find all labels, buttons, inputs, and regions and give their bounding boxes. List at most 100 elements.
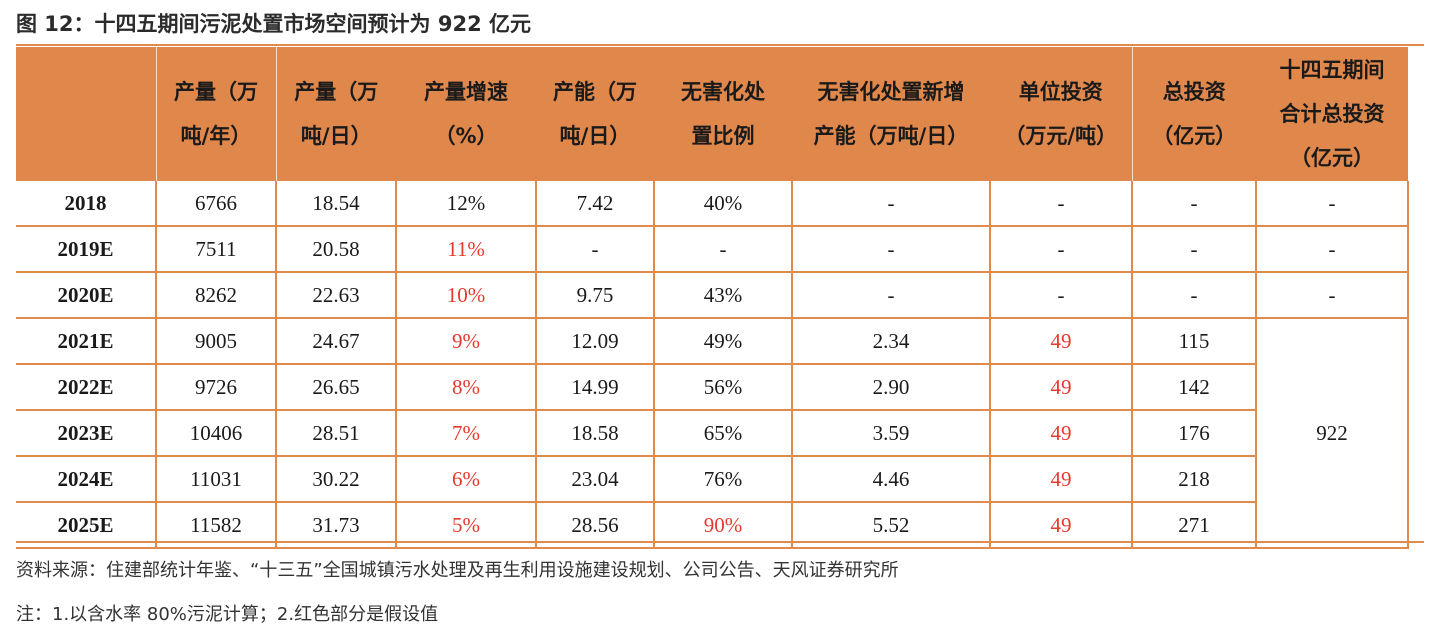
cell-period-total: - (1256, 272, 1409, 319)
cell-output-annual: 11031 (156, 456, 277, 503)
year-cell: 2018 (16, 181, 157, 227)
header-output-daily-l1: 产量（万 (294, 80, 379, 104)
year-cell: 2023E (16, 410, 157, 457)
cell-unit-investment: 49 (990, 318, 1133, 365)
cell-harmless-ratio: 49% (654, 318, 793, 365)
cell-capacity: 23.04 (536, 456, 655, 503)
top-divider (16, 44, 1424, 46)
cell-output-annual: 6766 (156, 181, 277, 227)
header-total-investment: 总投资 （亿元） (1131, 47, 1256, 181)
header-year (16, 47, 156, 181)
cell-new-capacity: 3.59 (792, 410, 991, 457)
year-cell: 2019E (16, 226, 157, 273)
cell-capacity: - (536, 226, 655, 273)
cell-harmless-ratio: 40% (654, 181, 793, 227)
cell-growth: 11% (396, 226, 537, 273)
cell-total-investment: - (1132, 181, 1257, 227)
header-unit-investment-l1: 单位投资 (1018, 80, 1103, 104)
header-harmless-ratio: 无害化处 置比例 (654, 47, 792, 181)
header-new-capacity-l2: 产能（万吨/日） (813, 124, 969, 148)
header-output-annual-l2: 吨/年） (180, 124, 252, 148)
cell-harmless-ratio: 76% (654, 456, 793, 503)
cell-capacity: 7.42 (536, 181, 655, 227)
cell-total-investment: 115 (1132, 318, 1257, 365)
cell-unit-investment: - (990, 226, 1133, 273)
header-output-annual-l1: 产量（万 (174, 80, 258, 104)
header-growth-l1: 产量增速 (424, 80, 508, 104)
cell-new-capacity: - (792, 181, 991, 227)
figure-title: 图 12：十四五期间污泥处置市场空间预计为 922 亿元 (16, 12, 531, 36)
cell-output-annual: 7511 (156, 226, 277, 273)
cell-total-investment: 218 (1132, 456, 1257, 503)
cell-output-annual: 9005 (156, 318, 277, 365)
cell-unit-investment: - (990, 272, 1133, 319)
cell-new-capacity: - (792, 272, 991, 319)
cell-growth: 12% (396, 181, 537, 227)
cell-output-daily: 28.51 (276, 410, 397, 457)
table-row: 2024E 11031 30.22 6% 23.04 76% 4.46 49 2… (16, 456, 1408, 503)
cell-period-total: - (1256, 181, 1409, 227)
sludge-market-table: 产量（万 吨/年） 产量（万 吨/日） 产量增速 （%） 产能（万 吨/日） 无… (16, 47, 1409, 549)
cell-output-daily: 26.65 (276, 364, 397, 411)
header-output-daily: 产量（万 吨/日） (275, 47, 396, 181)
cell-capacity: 18.58 (536, 410, 655, 457)
cell-growth: 6% (396, 456, 537, 503)
table-row: 2019E 7511 20.58 11% - - - - - - (16, 226, 1409, 273)
header-row: 产量（万 吨/年） 产量（万 吨/日） 产量增速 （%） 产能（万 吨/日） 无… (16, 47, 1408, 181)
cell-output-daily: 20.58 (276, 226, 397, 273)
header-unit-investment-l2: （万元/吨） (1004, 124, 1118, 148)
cell-capacity: 9.75 (536, 272, 655, 319)
bottom-divider (16, 541, 1424, 543)
table-row: 2020E 8262 22.63 10% 9.75 43% - - - - (16, 272, 1409, 319)
cell-unit-investment: - (990, 181, 1133, 227)
cell-harmless-ratio: 56% (654, 364, 793, 411)
header-period-total-l1: 十四五期间 (1279, 58, 1385, 82)
year-cell: 2022E (16, 364, 157, 411)
header-unit-investment: 单位投资 （万元/吨） (990, 47, 1132, 181)
cell-total-investment: - (1132, 226, 1257, 273)
year-cell: 2021E (16, 318, 157, 365)
header-harmless-ratio-l2: 置比例 (691, 124, 755, 148)
cell-growth: 10% (396, 272, 537, 319)
header-capacity-l2: 吨/日） (559, 124, 631, 148)
cell-capacity: 14.99 (536, 364, 655, 411)
cell-output-daily: 24.67 (276, 318, 397, 365)
header-harmless-ratio-l1: 无害化处 (681, 80, 765, 104)
table-row: 2023E 10406 28.51 7% 18.58 65% 3.59 49 1… (16, 410, 1408, 457)
header-output-annual: 产量（万 吨/年） (155, 47, 276, 181)
cell-harmless-ratio: - (654, 226, 793, 273)
year-cell: 2020E (16, 272, 157, 319)
header-growth: 产量增速 （%） (396, 47, 536, 181)
cell-capacity: 12.09 (536, 318, 655, 365)
cell-new-capacity: - (792, 226, 991, 273)
header-output-daily-l2: 吨/日） (300, 124, 372, 148)
cell-output-daily: 18.54 (276, 181, 397, 227)
cell-new-capacity: 2.34 (792, 318, 991, 365)
header-capacity: 产能（万 吨/日） (536, 47, 654, 181)
header-total-investment-l2: （亿元） (1152, 124, 1237, 148)
cell-unit-investment: 49 (990, 410, 1133, 457)
cell-total-investment: 142 (1132, 364, 1257, 411)
year-cell: 2024E (16, 456, 157, 503)
cell-total-investment: 176 (1132, 410, 1257, 457)
table-row: 2018 6766 18.54 12% 7.42 40% - - - - (16, 181, 1409, 227)
cell-total-investment: - (1132, 272, 1257, 319)
header-capacity-l1: 产能（万 (553, 80, 637, 104)
header-new-capacity: 无害化处置新增 产能（万吨/日） (792, 47, 990, 181)
cell-new-capacity: 2.90 (792, 364, 991, 411)
header-period-total-l3: （亿元） (1290, 146, 1374, 170)
cell-harmless-ratio: 65% (654, 410, 793, 457)
cell-output-daily: 22.63 (276, 272, 397, 319)
cell-unit-investment: 49 (990, 456, 1133, 503)
cell-unit-investment: 49 (990, 364, 1133, 411)
table-row: 2022E 9726 26.65 8% 14.99 56% 2.90 49 14… (16, 364, 1408, 411)
cell-output-annual: 9726 (156, 364, 277, 411)
cell-growth: 7% (396, 410, 537, 457)
cell-period-total: - (1256, 226, 1409, 273)
header-new-capacity-l1: 无害化处置新增 (817, 80, 965, 104)
cell-new-capacity: 4.46 (792, 456, 991, 503)
header-period-total: 十四五期间 合计总投资 （亿元） (1256, 47, 1408, 181)
cell-output-annual: 10406 (156, 410, 277, 457)
cell-growth: 8% (396, 364, 537, 411)
header-period-total-l2: 合计总投资 (1279, 102, 1385, 126)
